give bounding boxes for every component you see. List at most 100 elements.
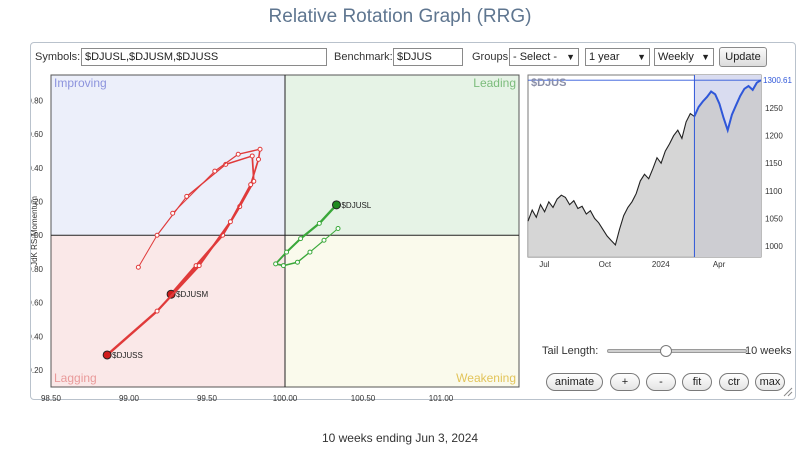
tail-segment-djuss — [106, 310, 158, 356]
y-tick-label: 100.80 — [31, 96, 44, 105]
toolbar: Symbols: Benchmark: Groups: - Select -▼ … — [31, 47, 795, 69]
tail-length-slider[interactable] — [607, 349, 747, 353]
tail-point-djusl — [316, 220, 322, 226]
tail-point-djuss — [196, 263, 202, 269]
x-tick-label: 98.50 — [41, 394, 62, 401]
tail-point-djusl — [280, 263, 286, 269]
tail-point-djusm — [135, 264, 141, 270]
x-tick-label: 101.00 — [429, 394, 454, 401]
tail-segment-djuss — [172, 170, 216, 214]
tail-point-djuss — [235, 151, 241, 157]
tail-segment-djuss — [249, 159, 260, 185]
frequency-select[interactable]: Weekly ▼ — [654, 48, 714, 66]
quadrant-label-weakening: Weakening — [456, 371, 516, 385]
x-tick-label: 99.50 — [197, 394, 218, 401]
tail-point-djusl — [273, 261, 279, 267]
symbols-label: Symbols: — [35, 51, 81, 63]
chevron-down-icon: ▼ — [566, 52, 575, 62]
tail-segment-djusm — [170, 264, 197, 296]
y-tick-label: 100.20 — [31, 197, 44, 206]
tail-point-djusm — [154, 232, 160, 238]
animate-button[interactable]: animate — [546, 373, 603, 391]
groups-label: Groups: — [472, 51, 512, 63]
tail-length-label: Tail Length: — [542, 345, 599, 357]
page-title: Relative Rotation Graph (RRG) — [268, 6, 532, 27]
tail-point-djusm — [184, 193, 190, 199]
period-select-value: 1 year — [589, 51, 620, 63]
tail-point-djuss — [255, 156, 261, 162]
tail-segment-djusl — [309, 239, 325, 253]
y-tick-label: 99.80 — [31, 265, 44, 274]
series-head-djusl — [331, 200, 341, 210]
tail-segment-djusm — [156, 196, 188, 236]
tail-point-djuss — [257, 146, 263, 152]
symbols-input[interactable] — [81, 48, 327, 66]
quadrant-label-lagging: Lagging — [54, 371, 97, 385]
series-head-djuss — [102, 350, 112, 360]
groups-select-value: - Select - — [513, 51, 558, 63]
tail-segment-djusl — [299, 222, 321, 240]
tail-segment-djuss — [156, 264, 201, 312]
tail-point-djusl — [335, 225, 341, 231]
fit-button[interactable]: fit — [682, 373, 712, 391]
zoom-out-button[interactable]: - — [646, 373, 676, 391]
tail-point-djuss — [248, 182, 254, 188]
period-select[interactable]: 1 year ▼ — [585, 48, 650, 66]
y-axis-title: JdK RS-Momentum — [31, 196, 39, 266]
x-tick-label: 99.00 — [119, 394, 140, 401]
chevron-down-icon: ▼ — [637, 52, 646, 62]
tail-segment-djusl — [274, 251, 288, 265]
tail-segment-djuss — [198, 221, 232, 267]
quadrant-lagging-area — [51, 235, 285, 387]
tail-point-djusl — [298, 236, 304, 242]
tail-point-djusl — [284, 249, 290, 255]
maximize-button[interactable]: max — [755, 373, 785, 391]
tail-segment-djusl — [285, 237, 302, 253]
quadrant-leading-area — [285, 75, 519, 236]
x-tick-label: 100.00 — [273, 394, 298, 401]
y-tick-label: 99.40 — [31, 332, 44, 341]
tail-segment-djusl — [297, 251, 311, 263]
quadrant-label-improving: Improving — [54, 76, 107, 90]
series-label-djuss: $DJUSS — [112, 351, 143, 360]
center-button[interactable]: ctr — [719, 373, 749, 391]
tail-point-djuss — [227, 219, 233, 225]
series-label-djusl: $DJUSL — [341, 201, 371, 210]
resize-grip-icon[interactable] — [783, 387, 793, 397]
tail-point-djusl — [307, 249, 313, 255]
y-tick-label: 100.00 — [31, 231, 44, 240]
y-tick-label: 100.40 — [31, 164, 44, 173]
tail-segment-djuss — [229, 184, 252, 223]
tail-segment-djuss — [238, 148, 261, 155]
quadrant-label-leading: Leading — [473, 76, 516, 90]
quadrant-improving-area — [51, 75, 285, 236]
rrg-chart: Improving Leading Lagging Weakening 99.20 99.… — [31, 74, 520, 401]
series-label-djusm: $DJUSM — [176, 290, 208, 299]
x-tick-label: 100.50 — [351, 394, 376, 401]
tail-point-djusl — [294, 259, 300, 265]
y-tick-label: 99.60 — [31, 299, 44, 308]
benchmark-label: Benchmark: — [334, 51, 393, 63]
tail-segment-djuss — [214, 153, 239, 172]
groups-select[interactable]: - Select - ▼ — [509, 48, 579, 66]
rrg-panel: Symbols: Benchmark: Groups: - Select -▼ … — [30, 42, 796, 401]
tail-point-djuss — [170, 210, 176, 216]
footer-caption: 10 weeks ending Jun 3, 2024 — [321, 431, 479, 445]
frequency-select-value: Weekly — [658, 51, 694, 63]
tail-segment-djusm — [225, 155, 253, 166]
update-button[interactable]: Update — [719, 47, 767, 67]
quadrant-weakening-area — [285, 235, 519, 387]
tail-length-slider-thumb[interactable] — [659, 345, 672, 357]
tail-point-djusl — [321, 237, 327, 243]
tail-segment-djusl — [323, 228, 339, 241]
zoom-in-button[interactable]: + — [610, 373, 640, 391]
tail-point-djuss — [154, 308, 160, 314]
y-tick-label: 99.20 — [31, 366, 44, 375]
chevron-down-icon: ▼ — [701, 52, 710, 62]
tail-length-value: 10 weeks — [745, 345, 792, 357]
tail-point-djuss — [212, 168, 218, 174]
tail-segment-djusm — [137, 234, 158, 268]
tail-point-djusm — [249, 153, 255, 159]
benchmark-input[interactable] — [393, 48, 463, 66]
y-tick-label: 100.60 — [31, 130, 44, 139]
